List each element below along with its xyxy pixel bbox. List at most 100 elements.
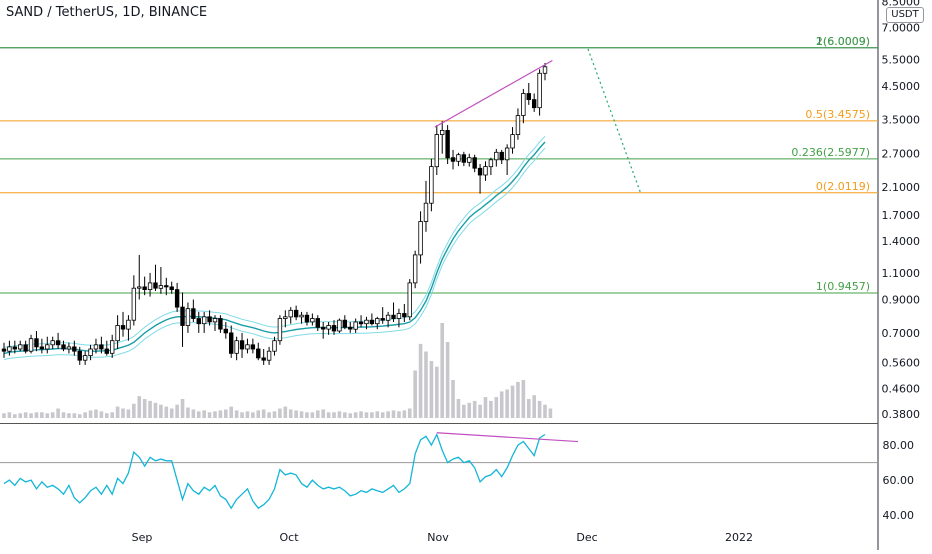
volume-bar (45, 413, 50, 418)
candle-body (494, 151, 499, 161)
volume-bar (537, 400, 542, 418)
candle-body (504, 147, 510, 161)
candle-body (364, 319, 369, 325)
candle-body (174, 289, 180, 308)
candle-body (434, 134, 439, 168)
volume-bar (548, 408, 553, 418)
volume-bar (40, 412, 44, 418)
volume-bar (359, 411, 363, 418)
candle-body (158, 285, 164, 289)
volume-bar (343, 412, 347, 418)
candle-body (456, 154, 461, 162)
candle-body (88, 348, 93, 356)
candle-body (348, 326, 353, 330)
candle-body (234, 340, 239, 354)
candle-body (147, 282, 153, 290)
volume-bar (299, 411, 304, 418)
price-tick-label: 4.5000 (882, 80, 921, 93)
volume-bar (315, 410, 320, 418)
candle-body (429, 166, 434, 204)
candle-body (304, 314, 310, 323)
volume-bar (83, 412, 87, 418)
candle-body (380, 318, 385, 321)
volume-bar (353, 412, 358, 418)
price-axis: 8.5000 7.0000 5.5000 4.5000 3.5000 2.7000 2.10… (882, 0, 921, 421)
volume-bar (451, 380, 455, 418)
volume-bar (424, 351, 428, 418)
price-tick-label: 0.4600 (882, 383, 921, 396)
candle-body (93, 344, 99, 350)
volume-bar (50, 412, 55, 418)
candle-body (412, 254, 418, 284)
price-tick-label: 2.7000 (882, 148, 921, 161)
volume-bar (445, 342, 450, 418)
candle-body (320, 326, 326, 330)
volume-bar (402, 410, 407, 418)
price-tick-label: 0.7000 (882, 327, 921, 340)
volume-bar (294, 410, 298, 418)
candle-body (169, 286, 174, 290)
candle-body (250, 344, 256, 350)
volume-bar (77, 414, 82, 418)
volume-bar (380, 412, 385, 418)
volume-bar (532, 395, 536, 418)
volume-bar (526, 399, 531, 418)
volume-bar (7, 412, 12, 418)
candle-body (542, 66, 548, 74)
volume-bar (494, 397, 499, 418)
volume-bar (505, 389, 509, 418)
price-tick-label: 0.3800 (882, 408, 921, 421)
volume-bar (175, 404, 179, 418)
candle-body (50, 340, 55, 346)
volume-bar (386, 411, 390, 418)
volume-bar (499, 391, 504, 418)
price-tick-label: 1.4000 (882, 235, 921, 248)
volume-bar (88, 410, 93, 418)
candle-body (531, 99, 537, 109)
volume-bar (2, 413, 6, 418)
volume-bar (213, 411, 217, 418)
rsi-trendline (436, 432, 579, 443)
volume-bar (256, 410, 261, 418)
volume-bar (305, 412, 309, 418)
time-tick-label: Sep (132, 531, 153, 544)
volume-bar (169, 408, 174, 418)
candle-body (223, 328, 229, 334)
price-tick-label: 7.0000 (882, 21, 921, 34)
candle-body (218, 318, 223, 330)
volume-bar (218, 410, 223, 418)
currency-badge[interactable]: USDT (886, 7, 924, 23)
rsi-line (3, 432, 546, 510)
candle-body (77, 350, 82, 361)
volume-bar (56, 408, 60, 418)
candle-body (142, 286, 147, 290)
volume-bar (326, 412, 331, 418)
candle-body (120, 325, 126, 330)
volume-bar (516, 381, 520, 418)
candle-body (185, 308, 191, 326)
candle-body (164, 285, 169, 288)
volume-bar (391, 410, 396, 418)
candle-body (358, 321, 364, 325)
volume-bar (440, 323, 445, 418)
candle-body (488, 159, 494, 168)
candle-body (283, 316, 288, 319)
candle-body (1, 348, 7, 352)
volume-bar (207, 412, 212, 418)
time-axis: Sep Oct Nov Dec 2022 (132, 531, 753, 544)
volume-bar (153, 402, 158, 418)
price-tick-label: 1.1000 (882, 267, 921, 280)
price-tick-label: 1.7000 (882, 209, 921, 222)
candle-body (229, 332, 234, 354)
volume-bar (94, 409, 98, 418)
candle-body (196, 318, 201, 325)
candle-body (440, 129, 445, 135)
volume-bar (224, 409, 228, 418)
candle-body (385, 314, 391, 321)
volume-bar (364, 412, 369, 418)
volume-bar (104, 413, 109, 418)
price-tick-label: 5.5000 (882, 53, 921, 66)
volume-bar (67, 413, 71, 418)
drawing-layer (434, 48, 642, 195)
